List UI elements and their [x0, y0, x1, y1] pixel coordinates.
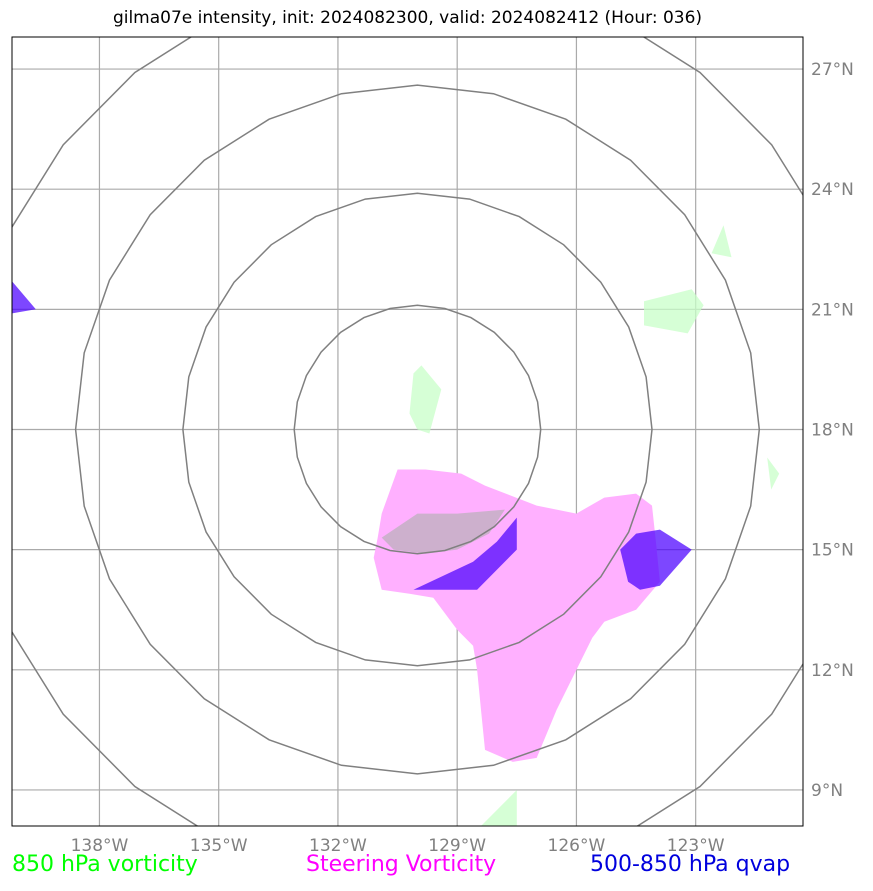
- legend-qvap: 500-850 hPa qvap: [590, 852, 791, 877]
- lat-tick-label: 18°N: [811, 420, 854, 440]
- range-ring: [293, 304, 542, 555]
- lon-tick-label: 123°W: [667, 836, 725, 856]
- lat-tick-label: 15°N: [811, 541, 854, 561]
- 850-hpa-vorticity-region: [767, 457, 780, 490]
- 500-850-hpa-qvap-region: [620, 529, 692, 590]
- lat-tick-label: 27°N: [811, 60, 854, 80]
- 500-850-hpa-qvap-region: [413, 505, 517, 590]
- 850-hpa-vorticity-region: [481, 790, 517, 826]
- steering-grey-overlay-region: [381, 509, 505, 554]
- 850-hpa-vorticity-region: [711, 225, 732, 258]
- 850-hpa-vorticity-region: [644, 289, 704, 334]
- 850-hpa-vorticity-region: [409, 365, 442, 434]
- lat-tick-label: 12°N: [811, 661, 854, 681]
- range-ring: [182, 192, 653, 667]
- steering-vorticity-region: [373, 469, 660, 762]
- lon-tick-label: 138°W: [71, 836, 129, 856]
- lat-tick-label: 24°N: [811, 180, 854, 200]
- legend-850-vorticity: 850 hPa vorticity: [12, 852, 198, 877]
- range-ring: [74, 84, 761, 775]
- lat-tick-label: 21°N: [811, 300, 854, 320]
- lat-tick-label: 9°N: [811, 781, 843, 801]
- 500-850-hpa-qvap-region: [12, 281, 36, 314]
- legend-steering-vorticity: Steering Vorticity: [306, 852, 497, 877]
- lon-tick-label: 132°W: [309, 836, 367, 856]
- lon-tick-label: 135°W: [190, 836, 248, 856]
- lon-tick-label: 126°W: [548, 836, 606, 856]
- gridlines: [12, 37, 803, 826]
- plot-frame: [11, 36, 804, 827]
- lon-tick-label: 129°W: [428, 836, 486, 856]
- field-contours: [12, 225, 780, 826]
- map-title: gilma07e intensity, init: 2024082300, va…: [112, 8, 703, 28]
- tick-labels: 138°W 135°W 132°W 129°W 126°W 123°W 9°N 12°N 15°…: [71, 60, 854, 856]
